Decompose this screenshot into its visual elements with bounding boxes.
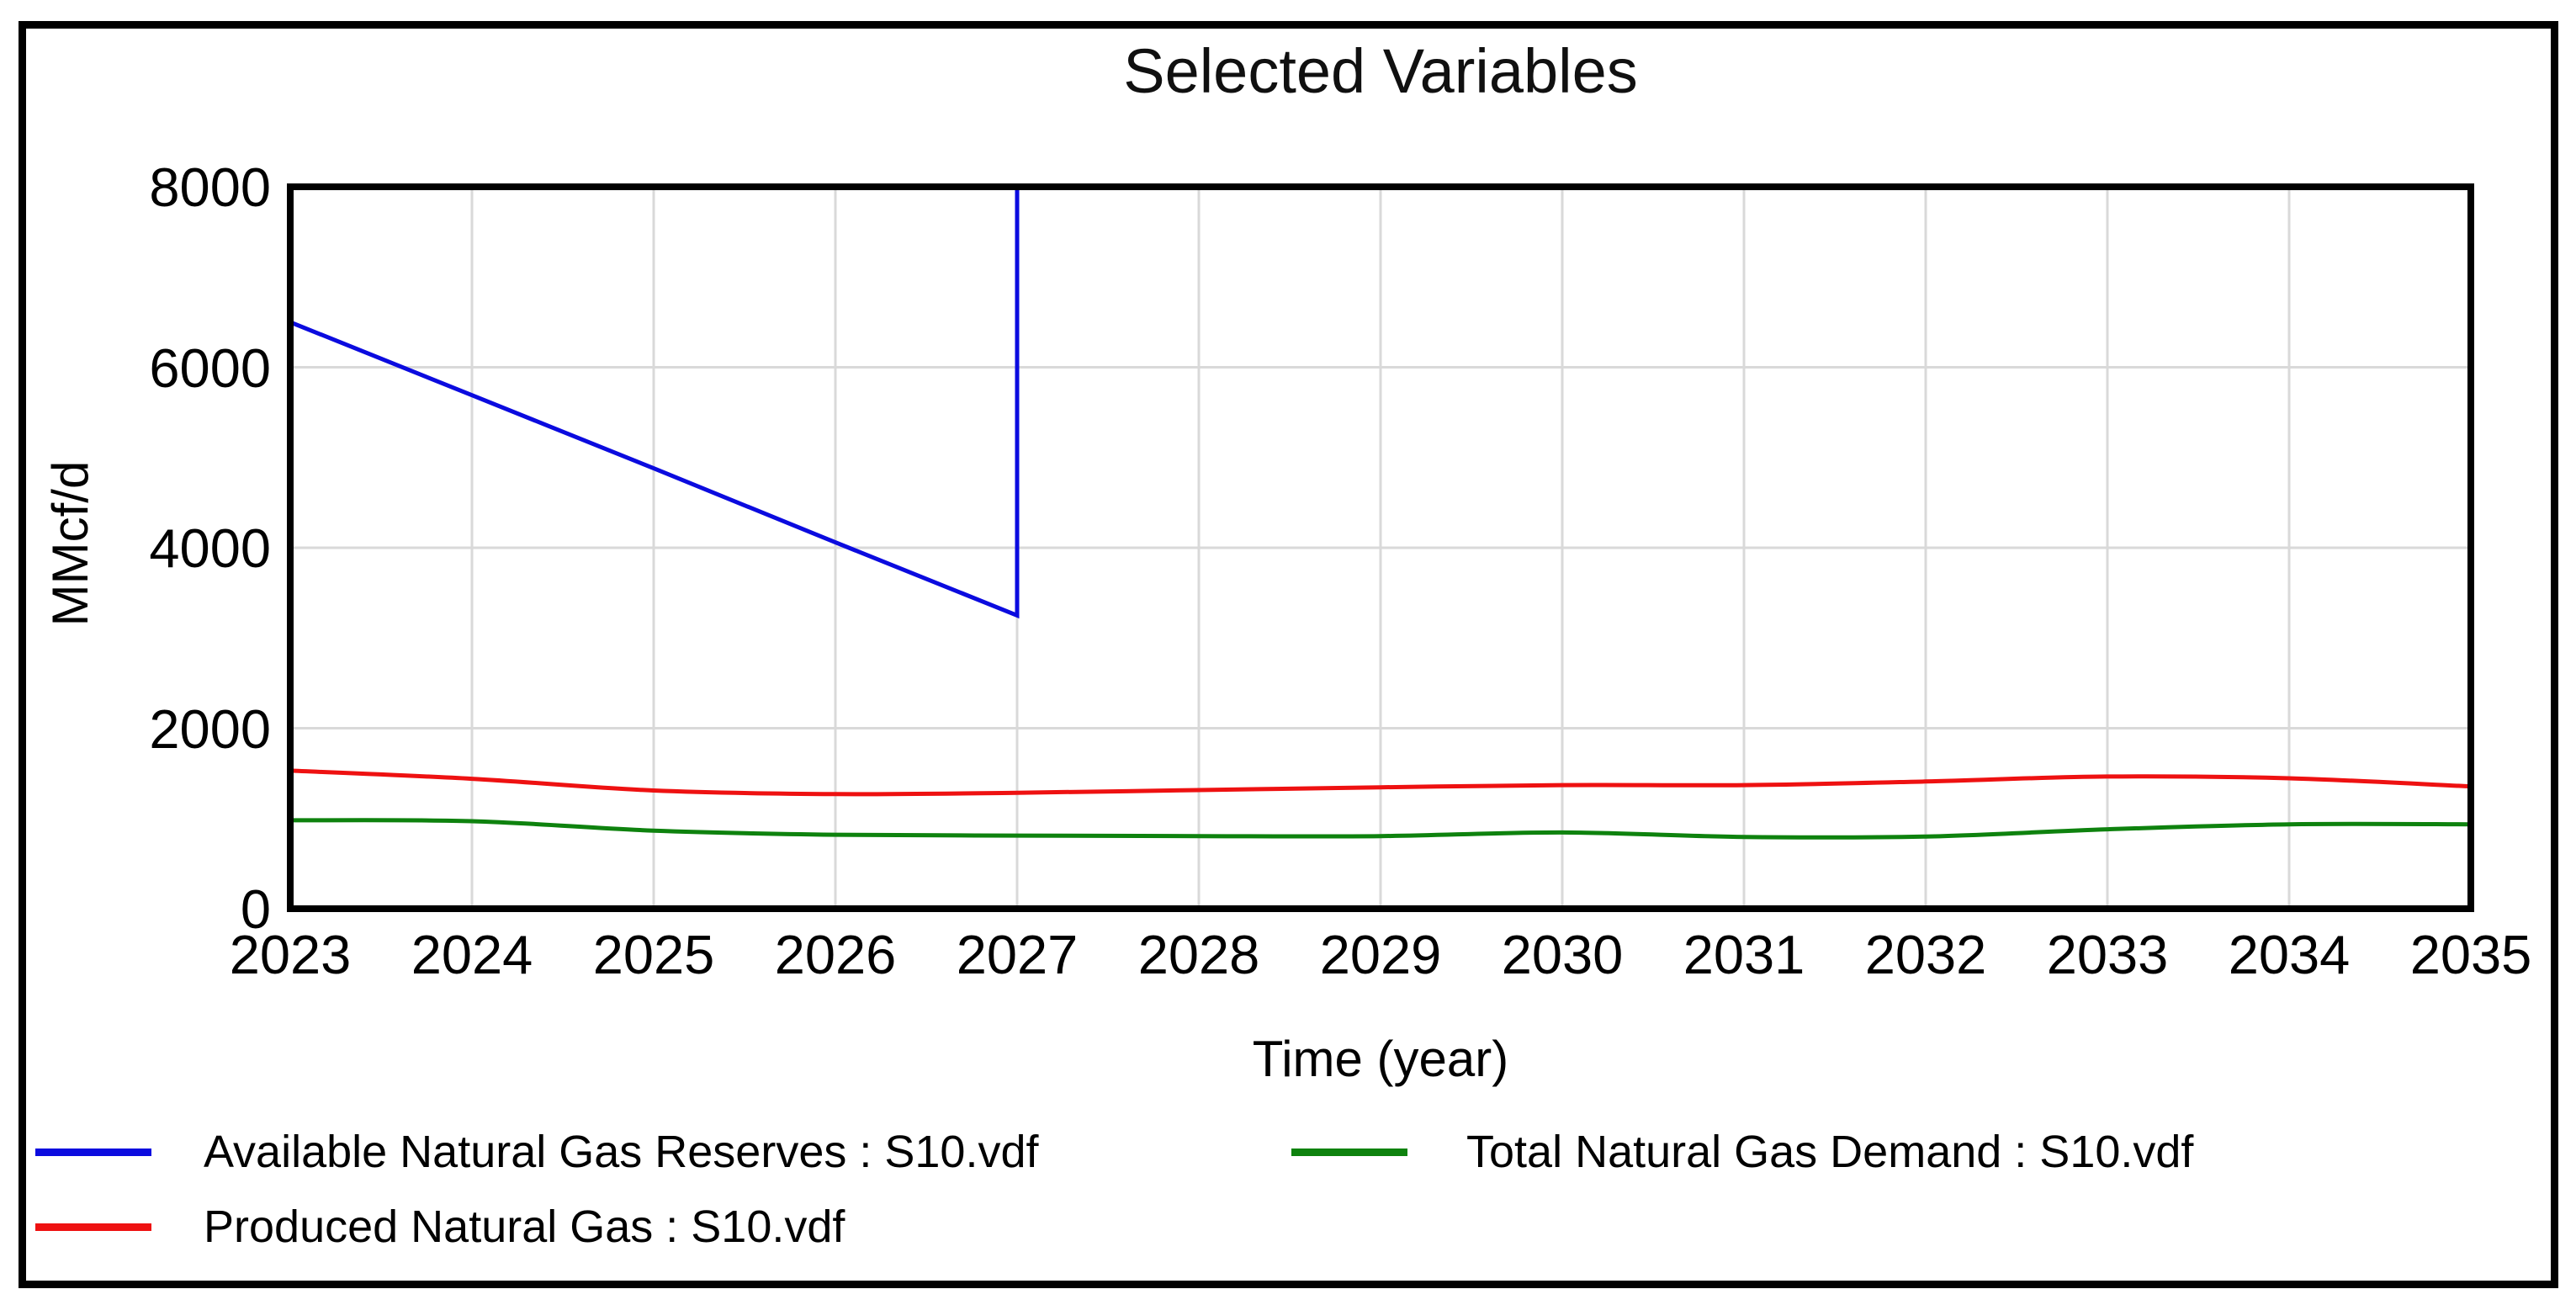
x-tick-label: 2035 xyxy=(2409,924,2532,985)
y-tick-label: 8000 xyxy=(149,156,271,218)
x-tick-label: 2028 xyxy=(1137,924,1260,985)
x-tick-label: 2030 xyxy=(1501,924,1624,985)
y-tick-label: 0 xyxy=(240,878,271,940)
x-tick-label: 2029 xyxy=(1319,924,1442,985)
x-tick-label: 2023 xyxy=(229,924,352,985)
y-tick-label: 6000 xyxy=(149,337,271,399)
series-line-0 xyxy=(289,187,1020,619)
x-tick-label: 2027 xyxy=(956,924,1079,985)
legend-item-produced-gas: Produced Natural Gas : S10.vdf xyxy=(35,1200,845,1254)
legend-label: Total Natural Gas Demand : S10.vdf xyxy=(1466,1127,2194,1177)
legend-label: Produced Natural Gas : S10.vdf xyxy=(204,1202,845,1252)
legend-label: Available Natural Gas Reserves : S10.vdf xyxy=(204,1127,1039,1177)
series-line-1 xyxy=(289,768,2472,797)
x-tick-label: 2024 xyxy=(411,924,533,985)
y-tick-label: 4000 xyxy=(149,517,271,579)
legend-swatch-green xyxy=(1291,1148,1407,1156)
chart-title: Selected Variables xyxy=(1123,36,1638,106)
gridlines-layer xyxy=(290,187,2471,909)
legend-swatch-red xyxy=(35,1223,151,1231)
y-tick-label: 2000 xyxy=(149,698,271,760)
legend-item-available-reserves: Available Natural Gas Reserves : S10.vdf xyxy=(35,1125,1039,1179)
x-tick-label: 2031 xyxy=(1683,924,1805,985)
x-tick-label: 2033 xyxy=(2046,924,2169,985)
series-line-2 xyxy=(289,818,2472,840)
outer-frame xyxy=(19,21,2558,1288)
x-axis-title: Time (year) xyxy=(1252,1031,1509,1087)
x-tick-label: 2026 xyxy=(774,924,897,985)
legend-swatch-blue xyxy=(35,1148,151,1156)
x-tick-label: 2032 xyxy=(1864,924,1987,985)
x-tick-label: 2025 xyxy=(592,924,715,985)
x-tick-label: 2034 xyxy=(2228,924,2351,985)
series-layer xyxy=(289,187,2472,840)
legend-item-total-demand: Total Natural Gas Demand : S10.vdf xyxy=(1291,1125,2193,1179)
plot-border xyxy=(287,183,2474,912)
